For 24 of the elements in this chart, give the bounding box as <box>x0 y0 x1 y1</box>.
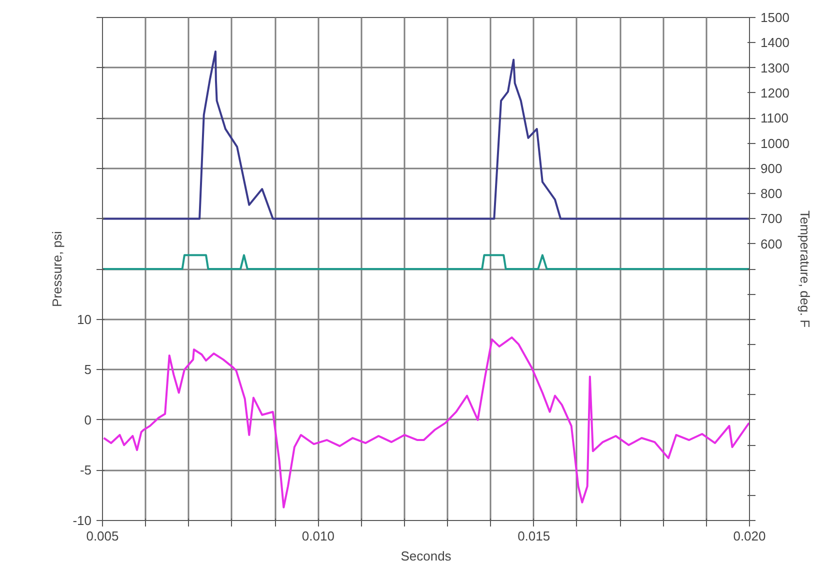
x-tick-label: 0.020 <box>733 528 766 544</box>
y2-tick-label: 800 <box>760 186 782 202</box>
y-axis-title: Pressure, psi <box>50 230 65 307</box>
x-tick-label: 0.005 <box>86 528 119 544</box>
y2-tick-label: 1500 <box>760 10 790 25</box>
y-tick-label: 10 <box>77 312 92 327</box>
y2-tick-label: 1300 <box>760 60 790 76</box>
y2-tick-label: 1200 <box>760 85 790 100</box>
y2-tick-label: 900 <box>760 160 782 176</box>
y2-tick-label: 1100 <box>760 110 788 126</box>
y2-axis-title: Temperature, deg. F <box>797 210 812 328</box>
y2-tick-label: 1400 <box>760 35 790 50</box>
x-axis-title: Seconds <box>400 548 452 564</box>
y2-tick-label: 700 <box>760 211 782 226</box>
line-series <box>102 336 750 508</box>
y-tick-label: -10 <box>72 513 92 528</box>
y2-tick-label: 600 <box>760 236 782 252</box>
y-tick-label: -5 <box>80 462 92 478</box>
line-series <box>102 50 750 220</box>
x-tick-label: 0.015 <box>518 528 550 544</box>
y-tick-label: 0 <box>84 412 92 428</box>
x-tick-label: 0.010 <box>302 528 334 544</box>
y-tick-label: 5 <box>84 362 92 378</box>
y2-tick-label: 1000 <box>760 136 790 151</box>
